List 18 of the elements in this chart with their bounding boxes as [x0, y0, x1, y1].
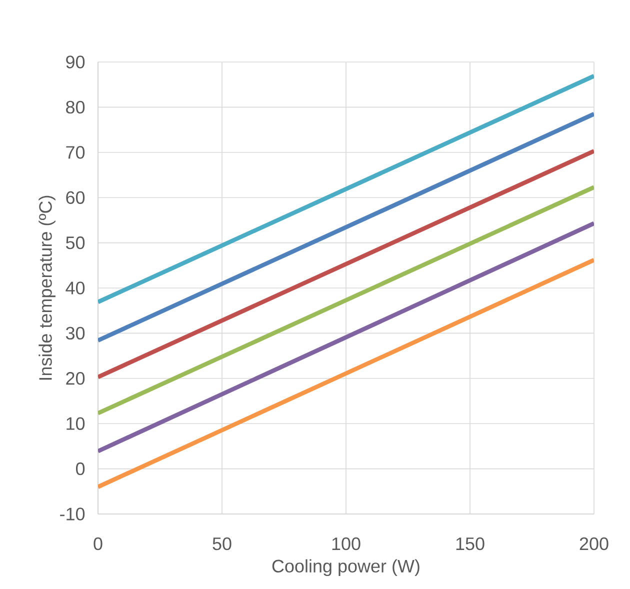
x-axis-title: Cooling power (W)	[272, 559, 420, 576]
y-tick-label: 50	[66, 236, 85, 250]
x-tick-label: 50	[212, 537, 232, 550]
y-tick-label: 90	[66, 56, 85, 68]
y-axis-title: Inside temperature (ºC)	[38, 196, 56, 380]
y-tick-label: 70	[66, 146, 85, 159]
y-tick-label: 60	[66, 191, 85, 204]
x-tick-label: 200	[580, 537, 608, 550]
y-tick-label: 40	[66, 282, 85, 294]
x-tick-label: 150	[456, 537, 484, 550]
y-tick-label: -10	[60, 508, 85, 520]
y-tick-label: 80	[66, 100, 85, 114]
y-tick-label: 20	[66, 372, 85, 385]
y-tick-label: 10	[66, 417, 85, 430]
x-tick-label: 0	[94, 537, 102, 550]
y-tick-label: 30	[66, 326, 85, 340]
x-tick-label: 100	[332, 537, 360, 550]
y-tick-label: 0	[76, 462, 85, 476]
